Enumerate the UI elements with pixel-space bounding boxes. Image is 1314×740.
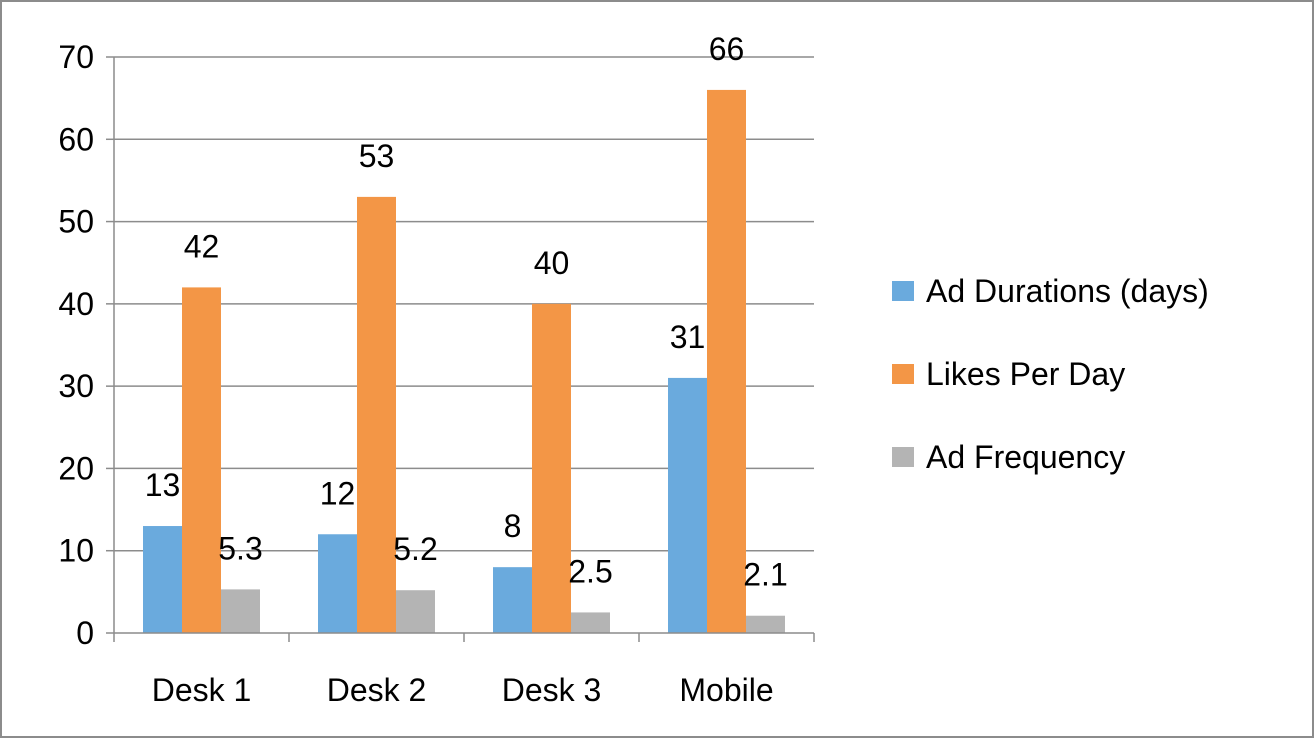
- data-labels: 13 42 5.3 12 53 5.2 8 40 2.5 31 66 2.1: [145, 31, 788, 593]
- legend-swatch: [892, 364, 914, 384]
- x-tick-label: Desk 1: [152, 672, 252, 708]
- x-tick-label: Desk 2: [327, 672, 427, 708]
- bar: [571, 612, 610, 633]
- legend: Ad Durations (days) Likes Per Day Ad Frequ…: [892, 273, 1209, 475]
- x-tick-label: Desk 3: [502, 672, 602, 708]
- y-tick-label: 10: [58, 533, 94, 569]
- bar: [396, 590, 435, 633]
- legend-label: Ad Durations (days): [926, 273, 1209, 309]
- bars: [143, 89, 785, 633]
- bar: [143, 526, 182, 633]
- legend-swatch: [892, 447, 914, 467]
- bar: [668, 377, 707, 633]
- data-label: 42: [184, 228, 220, 264]
- data-label: 2.5: [568, 553, 612, 589]
- y-tick-label: 30: [58, 368, 94, 404]
- y-tick-label: 50: [58, 204, 94, 240]
- data-label: 40: [534, 245, 570, 281]
- data-label: 31: [670, 319, 706, 355]
- data-label: 5.2: [393, 531, 437, 567]
- data-label: 12: [320, 475, 356, 511]
- y-tick-label: 20: [58, 450, 94, 486]
- y-tick-label: 70: [58, 39, 94, 75]
- bar: [318, 534, 357, 633]
- bar: [182, 287, 221, 633]
- legend-label: Likes Per Day: [926, 356, 1125, 392]
- bar: [357, 196, 396, 633]
- bar: [221, 589, 260, 633]
- y-tick-label: 40: [58, 286, 94, 322]
- legend-swatch: [892, 281, 914, 301]
- data-label: 2.1: [743, 557, 787, 593]
- data-label: 53: [359, 138, 395, 174]
- data-label: 5.3: [218, 530, 262, 566]
- y-tick-label: 0: [76, 615, 94, 651]
- bar: [532, 303, 571, 633]
- legend-label: Ad Frequency: [926, 439, 1125, 475]
- data-label: 66: [709, 31, 745, 67]
- x-tick-label: Mobile: [679, 672, 773, 708]
- bar: [493, 567, 532, 633]
- gridlines: [114, 56, 814, 552]
- data-label: 13: [145, 467, 181, 503]
- axes: 0 10 20 30 40 50 60 70 Desk 1 Desk 2 Desk 3 Mobile: [58, 39, 815, 708]
- y-tick-label: 60: [58, 121, 94, 157]
- data-label: 8: [504, 508, 522, 544]
- bar: [746, 615, 785, 633]
- bar: [707, 89, 746, 633]
